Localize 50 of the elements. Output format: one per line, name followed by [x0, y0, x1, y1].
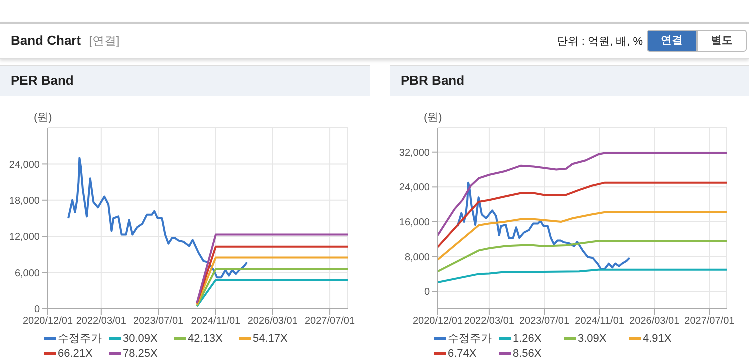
legend-label: 1.26X — [513, 332, 542, 344]
line-series — [68, 157, 248, 279]
legend-label: 8.56X — [513, 348, 542, 360]
text: Band Chart — [11, 33, 82, 48]
legend-label: 30.09X — [123, 332, 158, 344]
y-tick-label: 8,000 — [404, 252, 430, 264]
y-tick-label: 24,000 — [399, 182, 430, 194]
line-series — [438, 182, 727, 248]
text: [연결] — [89, 33, 120, 50]
line-series — [438, 268, 727, 284]
text: 연결 — [647, 30, 697, 52]
y-tick-label: 0 — [424, 287, 430, 298]
x-tick-label: 2024/11/01 — [191, 316, 242, 328]
x-tick-label: 2022/03/01 — [464, 316, 515, 328]
legend-label: 54.17X — [253, 332, 288, 344]
y-tick-label: 18,000 — [9, 196, 40, 207]
x-tick-label: 2026/03/01 — [248, 316, 298, 328]
legend-label: 66.21X — [58, 348, 93, 360]
chart-title: PBR Band — [390, 65, 749, 96]
x-tick-label: 2022/03/01 — [76, 316, 127, 328]
chart-title: PER Band — [0, 65, 370, 96]
y-tick-label: 24,000 — [9, 160, 40, 171]
x-tick-label: 2023/07/01 — [134, 316, 184, 328]
x-tick-label: 2023/07/01 — [519, 316, 570, 328]
line-series — [438, 152, 727, 236]
line-series — [456, 182, 631, 270]
line-series — [438, 211, 727, 261]
legend-label: 수정주가 — [448, 332, 492, 346]
y-tick-label: 32,000 — [399, 148, 430, 159]
text: 별도 — [697, 30, 747, 52]
y-axis-title: (원) — [34, 111, 52, 125]
legend-label: 6.74X — [448, 348, 477, 360]
x-tick-label: 2027/07/01 — [684, 316, 736, 328]
legend-label: 4.91X — [643, 332, 672, 344]
line-series — [438, 240, 727, 273]
x-tick-label: 2020/12/01 — [22, 316, 74, 328]
y-axis-title: (원) — [424, 111, 442, 125]
y-tick-label: 16,000 — [399, 218, 430, 229]
text: 단위 : 억원, 배, % — [556, 35, 643, 49]
y-tick-label: 0 — [34, 304, 40, 316]
x-tick-label: 2020/12/01 — [412, 316, 464, 328]
y-tick-label: 6,000 — [14, 268, 40, 280]
x-tick-label: 2026/03/01 — [630, 316, 680, 328]
legend-label: 42.13X — [188, 332, 223, 344]
legend-label: 78.25X — [123, 348, 158, 360]
legend-label: 수정주가 — [58, 332, 102, 346]
x-tick-label: 2024/11/01 — [575, 316, 625, 328]
y-tick-label: 12,000 — [9, 232, 40, 244]
x-tick-label: 2027/07/01 — [305, 316, 356, 328]
legend-label: 3.09X — [578, 332, 607, 344]
